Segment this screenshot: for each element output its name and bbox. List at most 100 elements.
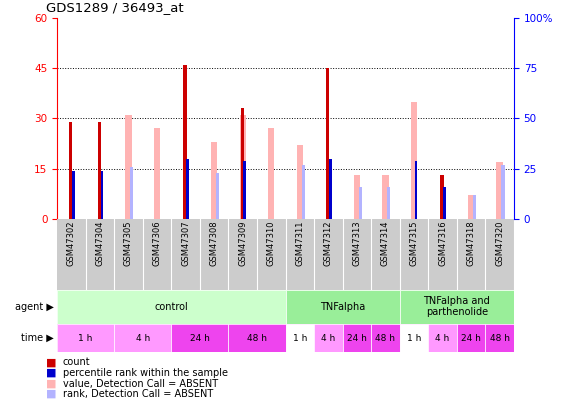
Bar	[216, 173, 219, 219]
Bar	[314, 219, 343, 290]
Bar	[240, 115, 246, 219]
Bar	[286, 324, 314, 352]
Bar	[428, 219, 457, 290]
Bar	[297, 145, 303, 219]
Bar	[228, 219, 257, 290]
Bar	[114, 219, 143, 290]
Text: 1 h: 1 h	[292, 334, 307, 343]
Text: ■: ■	[46, 379, 56, 388]
Text: agent ▶: agent ▶	[15, 302, 54, 312]
Text: TNFalpha and
parthenolide: TNFalpha and parthenolide	[424, 296, 490, 317]
Bar	[457, 219, 485, 290]
Bar	[100, 171, 103, 219]
Bar	[72, 171, 75, 219]
Text: GSM47309: GSM47309	[238, 221, 247, 266]
Text: 24 h: 24 h	[461, 334, 481, 343]
Bar	[130, 166, 134, 219]
Text: ■: ■	[46, 358, 56, 367]
Bar	[243, 160, 246, 219]
Text: 4 h: 4 h	[321, 334, 335, 343]
Bar	[98, 122, 101, 219]
Text: GSM47311: GSM47311	[295, 221, 304, 266]
Text: GDS1289 / 36493_at: GDS1289 / 36493_at	[46, 1, 183, 14]
Text: 1 h: 1 h	[407, 334, 421, 343]
Bar	[329, 159, 332, 219]
Text: rank, Detection Call = ABSENT: rank, Detection Call = ABSENT	[63, 389, 213, 399]
Bar	[57, 219, 86, 290]
Bar	[301, 164, 305, 219]
Bar	[200, 219, 228, 290]
Bar	[326, 68, 329, 219]
Text: GSM47316: GSM47316	[438, 221, 447, 266]
Bar	[240, 109, 244, 219]
Bar	[268, 128, 274, 219]
Bar	[343, 219, 371, 290]
Text: count: count	[63, 358, 90, 367]
Text: GSM47308: GSM47308	[210, 221, 219, 266]
Bar	[473, 195, 476, 219]
Bar	[496, 162, 502, 219]
Text: 4 h: 4 h	[436, 334, 449, 343]
Text: 48 h: 48 h	[489, 334, 510, 343]
Bar	[443, 187, 446, 219]
Text: 48 h: 48 h	[375, 334, 396, 343]
Bar	[211, 142, 217, 219]
Bar	[86, 219, 114, 290]
Text: GSM47310: GSM47310	[267, 221, 276, 266]
Bar	[69, 122, 73, 219]
Bar	[171, 324, 228, 352]
Bar	[411, 102, 417, 219]
Text: percentile rank within the sample: percentile rank within the sample	[63, 368, 228, 378]
Bar	[314, 324, 343, 352]
Text: GSM47304: GSM47304	[95, 221, 104, 266]
Bar	[114, 324, 171, 352]
Bar	[257, 219, 286, 290]
Bar	[343, 324, 371, 352]
Text: 48 h: 48 h	[247, 334, 267, 343]
Bar	[183, 65, 187, 219]
Bar	[125, 115, 131, 219]
Text: GSM47302: GSM47302	[67, 221, 76, 266]
Bar	[400, 290, 514, 324]
Text: ■: ■	[46, 389, 56, 399]
Bar	[359, 187, 362, 219]
Bar	[143, 219, 171, 290]
Bar	[457, 324, 485, 352]
Bar	[171, 219, 200, 290]
Text: GSM47313: GSM47313	[352, 221, 361, 266]
Text: 24 h: 24 h	[347, 334, 367, 343]
Text: GSM47306: GSM47306	[152, 221, 162, 266]
Text: GSM47307: GSM47307	[181, 221, 190, 266]
Bar	[57, 290, 286, 324]
Bar	[415, 160, 417, 219]
Bar	[383, 175, 388, 219]
Text: 24 h: 24 h	[190, 334, 210, 343]
Bar	[154, 128, 160, 219]
Bar	[485, 219, 514, 290]
Text: GSM47315: GSM47315	[409, 221, 419, 266]
Bar	[353, 175, 360, 219]
Text: GSM47318: GSM47318	[467, 221, 476, 266]
Bar	[371, 324, 400, 352]
Text: TNFalpha: TNFalpha	[320, 302, 365, 312]
Text: ■: ■	[46, 368, 56, 378]
Bar	[400, 324, 428, 352]
Bar	[387, 187, 391, 219]
Bar	[400, 219, 428, 290]
Bar	[228, 324, 286, 352]
Text: control: control	[154, 302, 188, 312]
Bar	[501, 164, 505, 219]
Text: time ▶: time ▶	[22, 333, 54, 343]
Text: GSM47312: GSM47312	[324, 221, 333, 266]
Bar	[57, 324, 114, 352]
Bar	[440, 175, 444, 219]
Text: GSM47305: GSM47305	[124, 221, 133, 266]
Bar	[186, 159, 189, 219]
Text: 1 h: 1 h	[78, 334, 93, 343]
Text: GSM47314: GSM47314	[381, 221, 390, 266]
Text: GSM47320: GSM47320	[495, 221, 504, 266]
Bar	[286, 219, 314, 290]
Bar	[468, 195, 474, 219]
Bar	[428, 324, 457, 352]
Text: 4 h: 4 h	[136, 334, 150, 343]
